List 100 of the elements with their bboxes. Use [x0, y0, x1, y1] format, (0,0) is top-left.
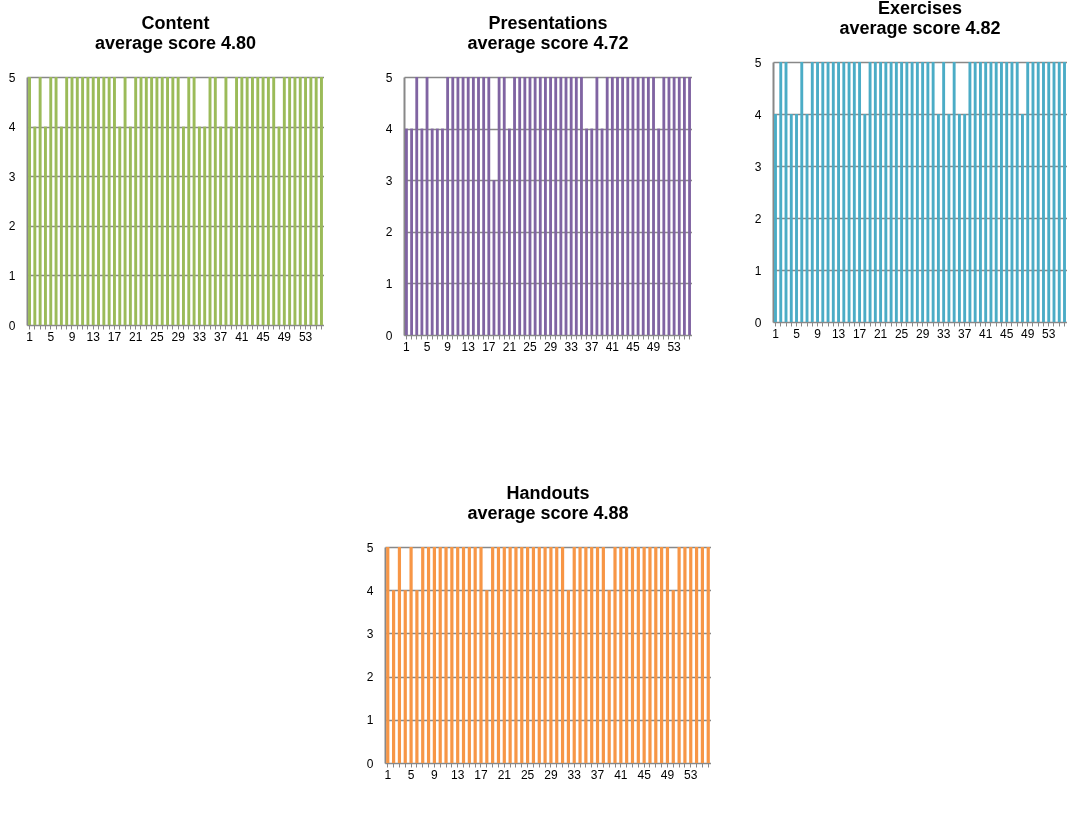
bar [466, 77, 470, 335]
x-tick-label: 9 [814, 326, 822, 341]
bar [616, 77, 619, 335]
y-tick-label: 0 [8, 318, 16, 333]
bar [662, 77, 666, 335]
bar [513, 77, 516, 335]
bar [569, 77, 573, 335]
bar [451, 77, 455, 335]
bar [646, 77, 650, 335]
bar [626, 77, 630, 335]
y-tick-label: 2 [8, 219, 16, 234]
y-tick-label: 5 [754, 55, 762, 70]
y-tick-label: 4 [754, 107, 762, 122]
bar [544, 77, 547, 335]
bar [657, 128, 661, 335]
x-tick-label: 37 [213, 329, 228, 344]
x-tick-label: 25 [150, 329, 164, 344]
x-tick-label: 41 [605, 339, 620, 354]
y-tick-label: 5 [8, 70, 16, 85]
x-tick-label: 1 [26, 329, 34, 344]
x-tick-label: 33 [567, 767, 582, 782]
bar [410, 128, 414, 335]
x-tick-label: 13 [831, 326, 846, 341]
x-tick-label: 21 [497, 767, 512, 782]
y-tick-label: 4 [8, 120, 16, 135]
bar [554, 77, 558, 335]
chart-title: Content average score 4.80 [94, 13, 257, 53]
bar [590, 128, 594, 335]
y-tick-label: 1 [754, 263, 762, 278]
bar [559, 77, 563, 335]
x-tick-label: 5 [407, 767, 415, 782]
y-tick-label: 3 [385, 173, 393, 188]
x-tick-label: 41 [235, 329, 249, 344]
x-tick-label: 53 [1042, 326, 1056, 341]
x-tick-label: 33 [564, 339, 579, 354]
x-tick-label: 25 [520, 767, 535, 782]
bar [518, 77, 522, 335]
y-tick-label: 2 [754, 211, 762, 226]
chart-title: Presentations average score 4.72 [467, 13, 629, 53]
x-tick-label: 1 [772, 326, 780, 341]
x-tick-label: 53 [298, 329, 313, 344]
x-tick-label: 53 [684, 767, 698, 782]
bar [487, 77, 491, 335]
bar [682, 77, 686, 335]
y-tick-label: 4 [385, 122, 393, 137]
chart-title: Handouts average score 4.88 [467, 483, 629, 523]
chart-title: Exercises average score 4.82 [839, 0, 1001, 38]
y-tick-label: 1 [366, 713, 374, 728]
x-tick-label: 41 [614, 767, 628, 782]
x-tick-label: 5 [793, 326, 801, 341]
y-tick-label: 2 [385, 225, 393, 240]
bar [441, 128, 444, 335]
bar [405, 128, 408, 335]
bar [420, 128, 424, 335]
bar [471, 77, 475, 335]
bar [497, 77, 501, 335]
y-tick-label: 3 [754, 159, 762, 174]
x-tick-label: 17 [474, 767, 488, 782]
bar [672, 77, 676, 335]
x-tick-label: 17 [107, 329, 122, 344]
bar [533, 77, 537, 335]
bar [677, 77, 681, 335]
x-tick-label: 5 [423, 339, 431, 354]
bar [605, 77, 609, 335]
x-tick-label: 29 [543, 339, 558, 354]
x-tick-label: 29 [915, 326, 930, 341]
y-tick-label: 3 [8, 169, 16, 184]
x-tick-label: 17 [852, 326, 867, 341]
bar [477, 77, 480, 335]
y-tick-label: 3 [366, 626, 374, 641]
bar [435, 128, 439, 335]
x-tick-label: 25 [523, 339, 537, 354]
x-tick-label: 45 [637, 767, 652, 782]
bar [580, 77, 583, 335]
x-tick-label: 29 [171, 329, 186, 344]
bar [641, 77, 645, 335]
x-tick-label: 13 [461, 339, 476, 354]
y-tick-label: 0 [754, 315, 762, 330]
x-tick-label: 13 [86, 329, 101, 344]
bar [688, 77, 691, 335]
x-tick-label: 37 [590, 767, 605, 782]
bar [574, 77, 578, 335]
x-tick-label: 13 [451, 767, 465, 782]
x-tick-label: 5 [47, 329, 55, 344]
x-tick-label: 37 [957, 326, 972, 341]
x-tick-label: 21 [502, 339, 517, 354]
x-tick-label: 53 [667, 339, 682, 354]
y-tick-label: 0 [366, 756, 374, 771]
bar [446, 77, 450, 335]
x-tick-label: 1 [403, 339, 411, 354]
bar [652, 77, 655, 335]
x-tick-label: 21 [129, 329, 143, 344]
bar [430, 128, 434, 335]
bar [610, 77, 614, 335]
y-tick-label: 1 [8, 268, 16, 283]
bar [595, 77, 599, 335]
y-tick-label: 5 [366, 540, 374, 555]
y-tick-label: 4 [366, 583, 374, 598]
x-tick-label: 45 [626, 339, 640, 354]
bar [507, 128, 511, 335]
